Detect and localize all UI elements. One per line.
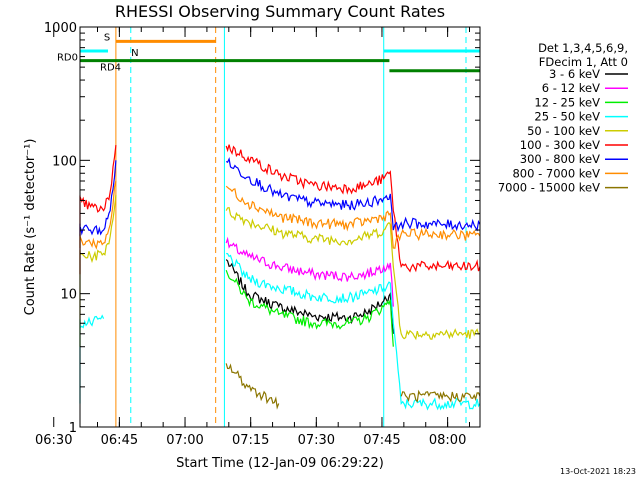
flag-label-3: RD4 [100,63,121,74]
legend-label-8: 7000 - 15000 keV [498,181,600,195]
flag-label-0: S [104,32,110,43]
y-tick-label-0: 1 [69,421,77,436]
x-tick-label-5: 07:45 [363,433,400,448]
legend-label-2: 12 - 25 keV [534,95,600,109]
series-line-3-1 [226,252,481,411]
y-tick-label-3: 1000 [44,21,77,36]
series-3-6keV [225,259,394,334]
plot-frame [79,26,481,428]
legend-label-5: 100 - 300 keV [520,138,600,152]
series-7000-15000keV [225,363,481,410]
flag-bars: S N RD0 RD4 [57,32,480,74]
legend-label-3: 25 - 50 keV [534,110,600,124]
x-tick-label-0: 06:30 [35,433,72,448]
series-line-1-0 [225,236,394,307]
y-tick-label-2: 100 [52,154,77,169]
legend: Det 1,3,4,5,6,9, FDecim 1, Att 0 3 - 6 k… [498,41,628,195]
legend-header-line-2: FDecim 1, Att 0 [539,55,628,69]
series-line-6-1 [225,157,481,233]
flag-label-1: N [131,48,138,59]
y-tick-label-1: 10 [60,288,77,303]
series-line-5-1 [225,144,481,273]
x-axis-label: Start Time (12-Jan-09 06:29:22) [176,456,384,471]
series-line-8-0 [225,363,280,410]
flag-label-2: RD0 [57,53,78,64]
axes: 06:30 06:45 07:00 07:15 07:30 07:45 08:00 1 10 10… [35,21,480,448]
x-tick-label-3: 07:15 [232,433,269,448]
footer-timestamp: 13-Oct-2021 18:23 [560,467,636,476]
series-line-0-0 [225,259,394,334]
series-6-12keV [225,236,394,307]
series-line-4-1 [225,207,481,341]
x-tick-label-1: 06:45 [101,433,138,448]
x-tick-label-6: 08:00 [429,433,466,448]
series-12-25keV [225,269,394,347]
legend-label-0: 3 - 6 keV [549,67,600,81]
x-tick-label-4: 07:30 [298,433,335,448]
chart-title: RHESSI Observing Summary Count Rates [115,2,445,21]
legend-label-1: 6 - 12 keV [542,81,600,95]
legend-header-line-1: Det 1,3,4,5,6,9, [538,41,628,55]
series-line-8-1 [400,389,481,403]
legend-label-6: 300 - 800 keV [520,152,600,166]
y-axis-label: Count Rate (s⁻¹ detector⁻¹) [23,139,38,316]
series-line-7-1 [225,185,481,249]
x-tick-label-2: 07:00 [166,433,203,448]
series-line-2-0 [225,269,394,347]
legend-label-7: 800 - 7000 keV [512,166,600,180]
legend-label-4: 50 - 100 keV [527,124,600,138]
